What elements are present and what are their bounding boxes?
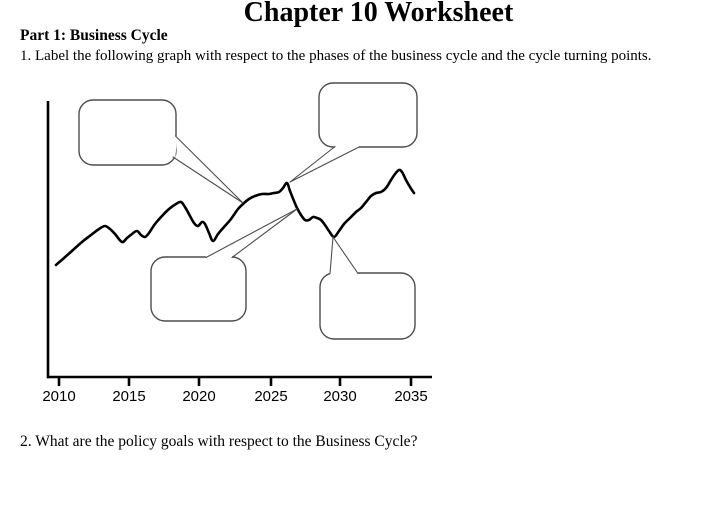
callout-tail-line-4b: [332, 236, 359, 275]
callout-tail-gap-2: [334, 144, 360, 150]
callout-tail-line-4a: [329, 236, 334, 275]
callout-box-1[interactable]: [78, 99, 177, 166]
callout-tail-gap-1: [170, 135, 178, 158]
callout-box-2[interactable]: [318, 82, 418, 148]
callout-tail-line-1a: [174, 135, 244, 204]
x-tick-label: 2030: [323, 388, 356, 405]
question-2: 2. What are the policy goals with respec…: [20, 433, 418, 450]
callout-box-3[interactable]: [150, 256, 247, 322]
question-1: 1. Label the following graph with respec…: [20, 48, 652, 64]
page-title: Chapter 10 Worksheet: [243, 0, 514, 28]
callout-tail-line-2b: [289, 146, 360, 183]
business-cycle-curve: [54, 168, 416, 267]
callout-tail-line-1b: [172, 156, 244, 204]
x-tick-label: 2020: [182, 388, 215, 405]
x-tick-label: 2035: [394, 388, 427, 405]
section-heading: Part 1: Business Cycle: [20, 27, 168, 44]
x-tick-label: 2025: [254, 388, 287, 405]
x-tick-label: 2015: [112, 388, 145, 405]
x-tick-label: 2010: [42, 388, 75, 405]
business-cycle-figure: 2010 2015 2020 2025 2030 2035: [42, 82, 432, 405]
callout-tail-line-3a: [205, 208, 298, 259]
callout-box-4[interactable]: [319, 272, 416, 340]
callout-tail-line-2a: [289, 145, 336, 183]
callout-tail-line-3b: [231, 208, 298, 259]
